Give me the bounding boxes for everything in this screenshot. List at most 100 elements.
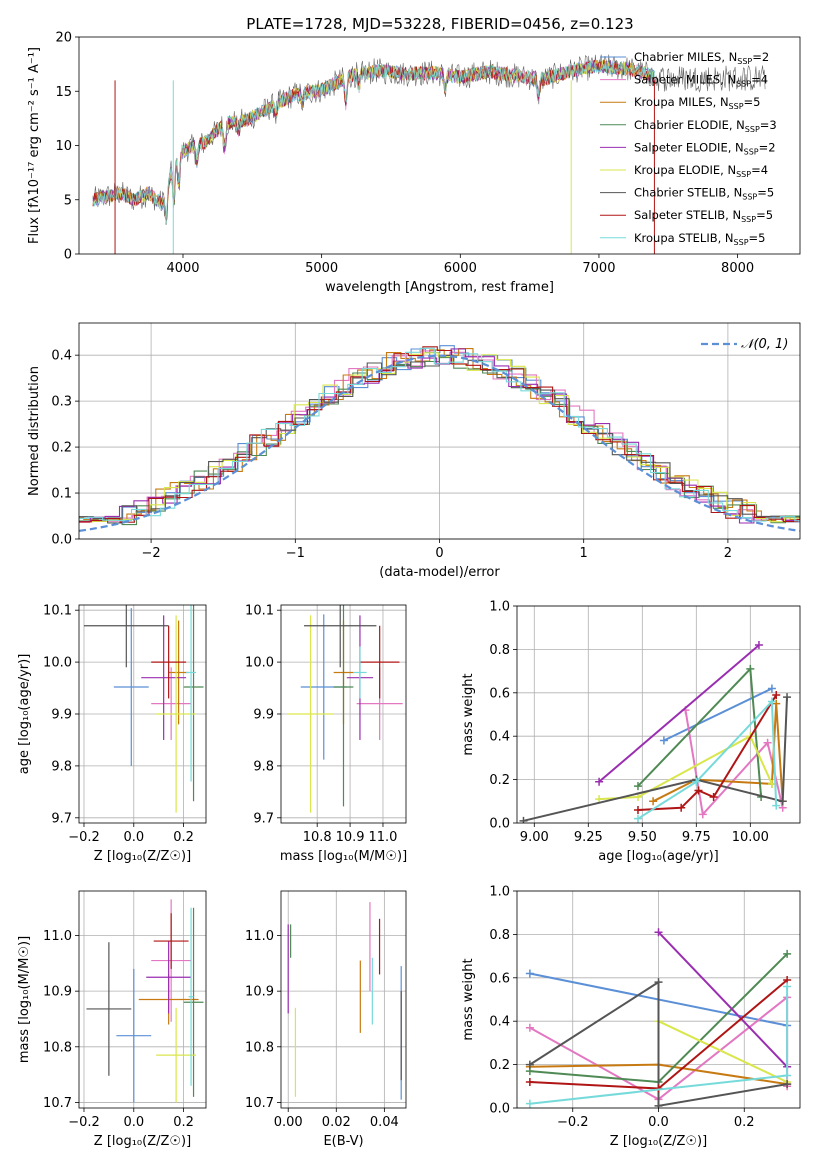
weight-marker	[783, 1080, 792, 1089]
x-tick-label: 0.2	[734, 1115, 755, 1130]
axes-frame	[280, 890, 407, 1109]
x-tick-label: 10.8	[303, 830, 332, 845]
weight-series	[658, 1020, 788, 1083]
errorbars-mass-vs-EBV	[287, 902, 402, 1100]
y-tick-label: 0.4	[51, 349, 72, 364]
y-tick-label: 9.7	[51, 811, 72, 826]
histogram-series	[79, 352, 800, 523]
x-tick-label: 10.9	[336, 830, 365, 845]
y-tick-label: 0.4	[489, 1015, 510, 1030]
y-tick-label: 1.0	[489, 600, 510, 615]
y-tick-label: 15	[55, 85, 72, 100]
legend-entry: Chabrier ELODIE, NSSP=3	[634, 118, 777, 134]
axes-frame	[78, 890, 207, 1109]
y-tick-label: 9.8	[253, 759, 274, 774]
histograms	[79, 345, 800, 532]
x-axis-label: E(B-V)	[323, 1134, 363, 1149]
weight-marker	[633, 814, 642, 823]
x-tick-label: 1	[580, 546, 588, 561]
weight-marker	[654, 978, 663, 987]
y-axis-label: mass weight	[461, 958, 476, 1040]
y-tick-label: 10.8	[245, 1040, 274, 1055]
weight-marker	[525, 1077, 534, 1086]
y-tick-label: 20	[55, 31, 72, 46]
weight-series	[663, 687, 773, 742]
x-tick-label: 5000	[305, 261, 338, 276]
x-tick-label: 0	[435, 546, 443, 561]
spectrum-lines	[92, 54, 766, 254]
weight-marker	[525, 969, 534, 978]
histogram-series	[79, 347, 800, 522]
x-tick-label: 0.2	[173, 830, 194, 845]
y-tick-label: 0.3	[51, 395, 72, 410]
weight-marker	[783, 982, 792, 991]
weight-marker	[767, 684, 776, 693]
legend-entry: Kroupa ELODIE, NSSP=4	[634, 163, 768, 179]
x-axis-label: wavelength [Angstrom, rest frame]	[325, 280, 554, 295]
y-tick-label: 10.1	[43, 604, 72, 619]
weight-marker	[525, 1060, 534, 1069]
spectrum-series-4	[92, 58, 655, 226]
x-tick-label: 10.00	[732, 830, 769, 845]
errorbars-age-vs-mass	[287, 605, 403, 813]
errorbars-age-vs-Z	[83, 605, 204, 813]
weight-marker	[525, 1099, 534, 1108]
legend-entry: Salpeter STELIB, NSSP=5	[634, 208, 773, 224]
weight-series	[523, 697, 788, 822]
y-tick-label: 11.0	[245, 929, 274, 944]
y-tick-label: 10.0	[43, 656, 72, 671]
y-tick-label: 11.0	[43, 929, 72, 944]
histogram-series	[79, 348, 800, 521]
weight-marker	[754, 641, 763, 650]
weight-marker	[778, 797, 787, 806]
legend-entry: Salpeter MILES, NSSP=4	[634, 73, 768, 89]
y-axis-label: Flux [fλ10⁻¹⁷ erg cm⁻² s⁻¹ A⁻¹]	[27, 47, 42, 244]
weight-marker	[767, 697, 776, 706]
y-tick-label: 0.0	[489, 1102, 510, 1117]
y-tick-label: 10.9	[245, 985, 274, 1000]
weight-marker	[772, 699, 781, 708]
x-tick-label: 2	[724, 546, 732, 561]
spectrum-series-8	[92, 61, 655, 223]
x-tick-label: −1	[286, 546, 305, 561]
weights-weight-vs-Z	[525, 928, 792, 1108]
spectrum-series-5	[92, 59, 655, 215]
x-tick-label: 0.0	[123, 830, 144, 845]
y-tick-label: 10	[55, 139, 72, 154]
y-tick-label: 10.7	[43, 1096, 72, 1111]
weight-series	[637, 694, 778, 811]
axes-frame	[280, 604, 407, 824]
x-tick-label: 9.25	[574, 830, 603, 845]
x-tick-label: 0.0	[648, 1115, 669, 1130]
weight-marker	[709, 792, 718, 801]
weight-marker	[519, 816, 528, 823]
x-tick-label: −0.2	[68, 830, 100, 845]
y-tick-label: 0.8	[489, 928, 510, 943]
y-axis-label: mass weight	[461, 673, 476, 755]
weight-marker	[595, 777, 604, 786]
x-tick-label: 6000	[444, 261, 477, 276]
spectrum-series-7	[92, 59, 655, 222]
legend-entry: Kroupa STELIB, NSSP=5	[634, 231, 765, 247]
y-axis-label: mass [log₁₀(M/M☉)]	[17, 936, 32, 1063]
x-tick-label: 11.0	[368, 830, 397, 845]
weight-marker	[525, 1023, 534, 1032]
y-tick-label: 10.8	[43, 1040, 72, 1055]
axes-frame	[516, 605, 801, 824]
y-tick-label: 0.8	[489, 643, 510, 658]
y-tick-label: 10.1	[245, 604, 274, 619]
legend-entry: Salpeter ELODIE, NSSP=2	[634, 140, 776, 156]
y-tick-label: 10.0	[245, 656, 274, 671]
y-tick-label: 9.9	[51, 708, 72, 723]
y-tick-label: 0.1	[51, 487, 72, 502]
weight-marker	[783, 949, 792, 958]
legend-entry: Chabrier STELIB, NSSP=5	[634, 186, 774, 202]
weight-marker	[692, 777, 701, 786]
weight-marker	[649, 797, 658, 806]
weight-marker	[677, 803, 686, 812]
weight-series	[657, 931, 788, 1068]
x-axis-label: Z [log₁₀(Z/Z☉)]	[94, 849, 191, 864]
figure-title: PLATE=1728, MJD=53228, FIBERID=0456, z=0…	[246, 15, 633, 33]
x-axis-label: Z [log₁₀(Z/Z☉)]	[94, 1134, 191, 1149]
